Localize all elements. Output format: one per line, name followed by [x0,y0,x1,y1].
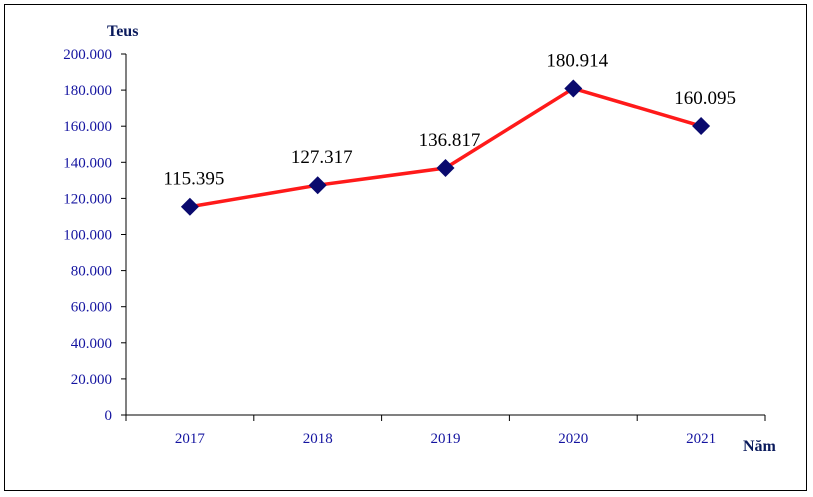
y-tick-label: 180.000 [63,83,112,99]
data-point-marker [308,176,327,195]
data-label: 127.317 [291,147,353,168]
y-tick-label: 40.000 [71,336,112,352]
y-tick-label: 100.000 [63,228,112,244]
x-tick-label: 2017 [175,431,206,447]
y-tick-label: 80.000 [71,264,112,280]
x-tick-label: 2018 [303,431,333,447]
y-tick-label: 120.000 [63,191,112,207]
x-tick-label: 2020 [558,431,588,447]
data-label: 115.395 [163,169,224,190]
x-axis-title: Năm [743,438,777,455]
data-point-marker [564,79,583,98]
chart-frame [4,4,807,491]
y-tick-label: 160.000 [63,119,112,135]
x-tick-label: 2019 [431,431,461,447]
data-point-marker [692,117,711,136]
data-point-marker [180,197,199,216]
data-label: 160.095 [674,88,736,109]
y-axis-title: Teus [107,23,138,40]
x-tick-label: 2021 [686,431,716,447]
y-tick-label: 200.000 [63,47,112,63]
data-label: 136.817 [419,130,481,151]
y-tick-label: 20.000 [71,372,112,388]
data-point-marker [436,159,455,178]
y-tick-label: 0 [105,408,113,424]
data-label: 180.914 [546,50,608,71]
y-tick-label: 140.000 [63,155,112,171]
y-tick-label: 60.000 [71,300,112,316]
